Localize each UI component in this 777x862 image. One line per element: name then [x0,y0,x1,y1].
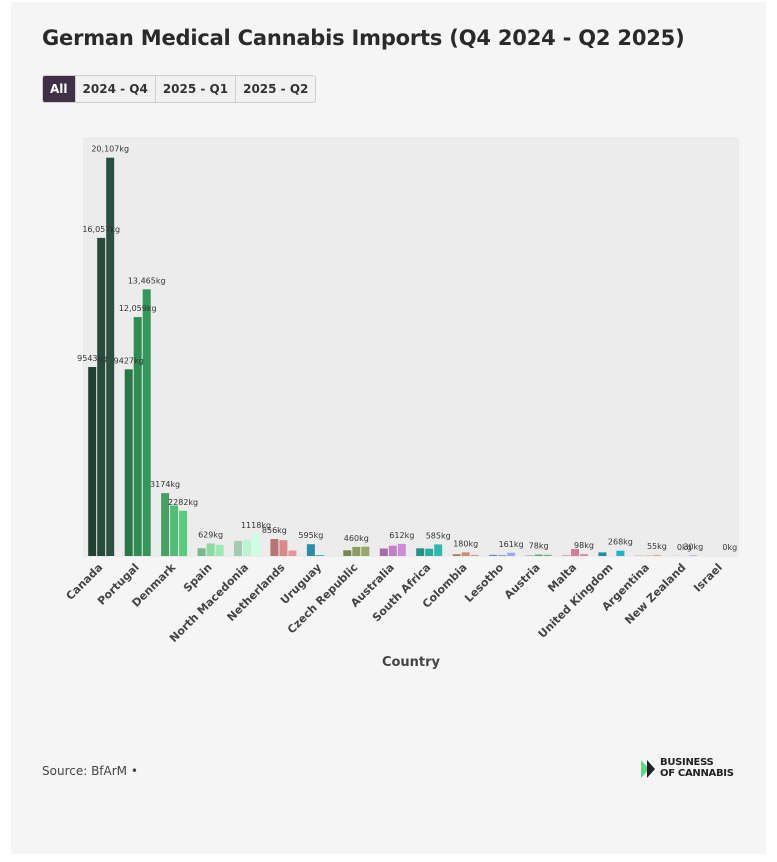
tab-2024-q4[interactable]: 2024 - Q4 [74,76,155,102]
bar-united-kingdom-3[interactable] [616,550,625,556]
bar-denmark-3[interactable] [179,510,188,556]
data-label-16: 161kg [499,540,524,549]
bars-group [88,157,698,557]
period-filter: All 2024 - Q4 2025 - Q1 2025 - Q2 [42,75,317,103]
plot-area [83,137,739,557]
logo-wordmark: BUSINESS OF CANNABIS [660,757,734,779]
bar-canada-1[interactable] [88,367,97,556]
bar-malta-2[interactable] [571,549,579,556]
x-tick-label-lesotho: Lesotho [462,561,506,605]
bar-colombia-1[interactable] [452,554,461,556]
logo-line-1: BUSINESS [660,757,714,768]
data-label-8: 629kg [198,531,223,540]
bar-south-africa-2[interactable] [425,548,434,556]
data-label-18: 98kg [574,541,594,550]
data-label-21: 30kg [683,542,703,551]
data-label-5: 13,465kg [128,276,166,285]
data-label-0: 9543kg [77,354,107,363]
bar-netherlands-1[interactable] [270,539,279,556]
data-label-17: 78kg [529,542,549,551]
tab-all[interactable]: All [43,76,75,102]
bar-czech-republic-3[interactable] [361,546,370,556]
bar-malta-3[interactable] [580,554,588,556]
bar-austria-3[interactable] [543,554,552,556]
bar-austria-2[interactable] [534,554,543,557]
bar-uruguay-2[interactable] [315,555,324,556]
bar-spain-1[interactable] [197,548,206,556]
bar-argentina-3[interactable] [652,554,661,556]
bar-chart: 9543kg 16,057kg 20,107kg 9427kg 12,059kg 13,4… [63,137,739,670]
x-tick-label-israel: Israel [691,561,725,595]
bar-new-zealand-3[interactable] [689,555,698,556]
bar-denmark-1[interactable] [161,493,170,556]
bar-australia-1[interactable] [379,548,388,557]
data-label-7: 2282kg [168,498,198,507]
bar-south-africa-3[interactable] [434,544,443,556]
data-label-4: 12,059kg [119,304,157,313]
bar-canada-3[interactable] [106,157,115,556]
bar-lesotho-1[interactable] [489,554,498,556]
logo-line-2: OF CANNABIS [660,768,734,779]
bar-spain-2[interactable] [206,543,215,557]
bar-netherlands-3[interactable] [288,550,297,557]
source-note: Source: BfArM • [42,764,138,778]
data-label-13: 612kg [389,531,414,540]
bar-malta-1[interactable] [562,555,570,557]
data-label-9: 1118kg [241,521,271,530]
data-label-1: 16,057kg [82,225,120,234]
x-tick-label-spain: Spain [181,561,215,595]
bar-netherlands-2[interactable] [279,540,288,556]
data-label-12: 460kg [344,534,369,543]
x-tick-label-austria: Austria [502,561,543,602]
logo-icon [641,760,655,778]
bar-south-africa-1[interactable] [416,548,425,556]
bar-north-macedonia-3[interactable] [252,533,260,556]
data-label-11: 595kg [298,531,323,540]
bar-north-macedonia-1[interactable] [234,540,242,556]
x-axis-title: Country [382,655,441,670]
data-label-23: 0kg [722,543,737,552]
bar-lesotho-2[interactable] [498,555,507,556]
bar-uruguay-1[interactable] [306,544,315,556]
data-label-14: 585kg [426,531,451,540]
bar-portugal-3[interactable] [142,289,151,556]
tab-2025-q2[interactable]: 2025 - Q2 [235,76,315,102]
bar-czech-republic-2[interactable] [352,546,361,556]
bar-lesotho-3[interactable] [507,552,516,556]
bar-australia-3[interactable] [397,543,406,556]
bar-canada-2[interactable] [97,237,106,556]
data-label-15: 180kg [453,539,478,548]
bar-united-kingdom-1[interactable] [598,552,607,556]
data-label-19: 268kg [608,538,633,547]
business-of-cannabis-logo: BUSINESS OF CANNABIS [640,756,734,784]
bar-colombia-3[interactable] [470,554,479,556]
data-label-2: 20,107kg [91,145,129,154]
data-label-22: 0kg [677,543,692,552]
bar-colombia-2[interactable] [461,552,470,556]
bar-north-macedonia-2[interactable] [243,539,251,556]
data-labels-group: 9543kg 16,057kg 20,107kg 9427kg 12,059kg 13,4… [77,145,737,552]
bar-australia-2[interactable] [388,545,397,556]
bar-czech-republic-1[interactable] [343,550,352,556]
bar-denmark-2[interactable] [170,505,179,557]
bar-spain-3[interactable] [215,544,224,556]
data-label-3: 9427kg [114,356,144,365]
x-tick-label-malta: Malta [545,561,579,595]
chart-title: German Medical Cannabis Imports (Q4 2024… [42,26,685,50]
data-label-10: 856kg [262,526,287,535]
data-label-6: 3174kg [150,480,180,489]
bar-portugal-1[interactable] [124,369,133,556]
bar-portugal-2[interactable] [133,317,142,556]
data-label-20: 55kg [647,542,667,551]
tab-2025-q1[interactable]: 2025 - Q1 [154,76,235,102]
